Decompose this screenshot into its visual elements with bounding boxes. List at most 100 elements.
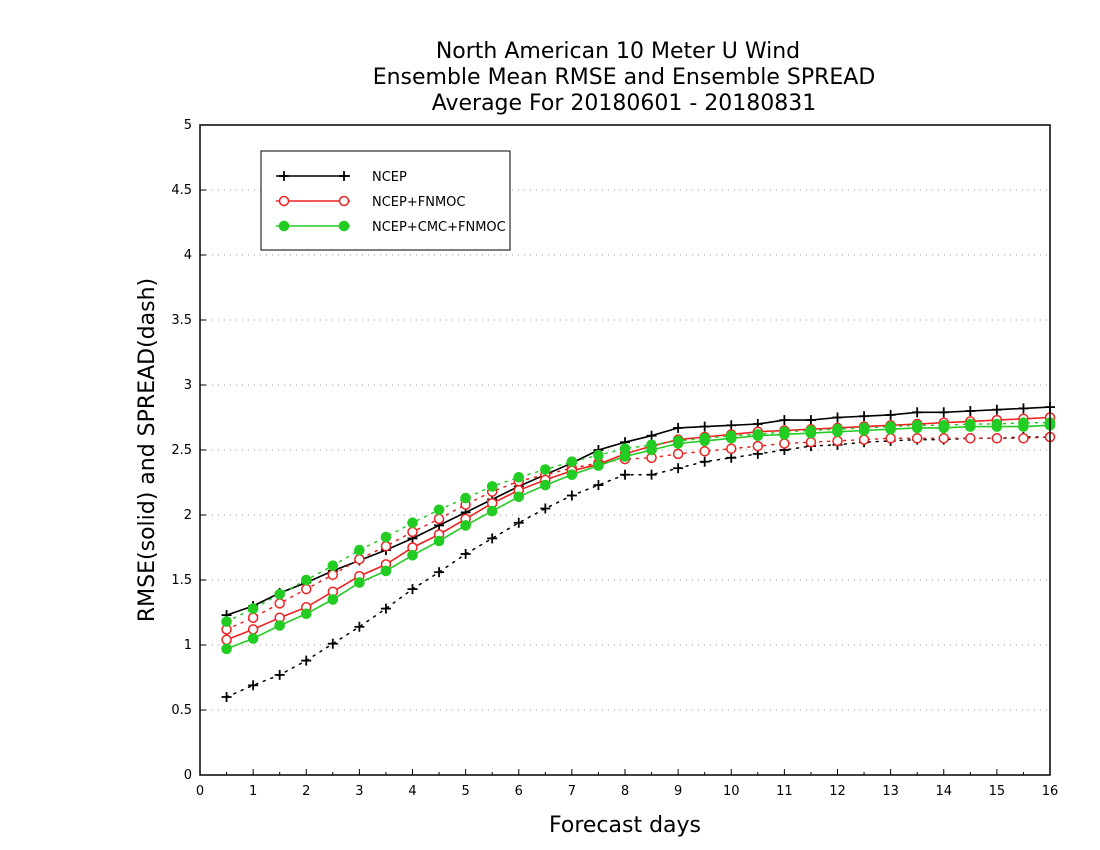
rmse-point (752, 430, 764, 442)
rmse-point (300, 608, 312, 620)
x-tick-label: 2 (302, 784, 310, 799)
spread-point (407, 517, 418, 529)
spread-point (300, 574, 312, 586)
spread-point (646, 469, 657, 480)
x-tick-label: 4 (408, 784, 416, 799)
chart-title-line-3: Average For 20180601 - 20180831 (432, 91, 817, 116)
rmse-point (859, 411, 870, 422)
rmse-point (885, 409, 896, 420)
y-tick-label: 0 (184, 768, 192, 783)
rmse-point (938, 422, 950, 434)
spread-point (433, 513, 445, 525)
rmse-point (726, 420, 737, 431)
spread-point (407, 584, 418, 595)
rmse-point (513, 491, 525, 503)
spread-point (540, 464, 551, 475)
spread-point (380, 540, 392, 552)
spread-point (858, 434, 870, 445)
spread-point (247, 612, 259, 623)
y-tick-label: 4 (184, 248, 192, 263)
y-tick-label: 3.5 (171, 313, 192, 328)
y-tick-label: 2.5 (171, 443, 192, 458)
spread-point (274, 589, 285, 600)
legend-label: NCEP (372, 170, 407, 185)
y-tick-label: 2 (184, 508, 192, 523)
x-tick-label: 5 (461, 784, 469, 799)
rmse-point (673, 422, 684, 433)
rmse-point (779, 415, 790, 426)
x-tick-label: 0 (196, 784, 204, 799)
rmse-line (226, 406, 1051, 616)
spread-point (566, 490, 577, 501)
chart-title-line-2: Ensemble Mean RMSE and Ensemble SPREAD (373, 65, 876, 90)
spread-point (752, 440, 764, 452)
rmse-point (433, 535, 445, 547)
x-tick-label: 6 (515, 784, 523, 799)
spread-point (566, 456, 578, 468)
legend-marker-right (338, 220, 350, 232)
spread-point (620, 469, 630, 480)
rmse-point (354, 577, 365, 588)
y-tick-label: 0.5 (171, 703, 192, 718)
rmse-point (1018, 421, 1029, 432)
spread-point (699, 446, 710, 457)
spread-point (407, 526, 418, 538)
legend-marker-left (279, 171, 289, 181)
spread-point (380, 603, 391, 614)
rmse-point (911, 422, 923, 434)
y-tick-label: 1 (184, 638, 192, 653)
rmse-point (593, 460, 604, 471)
rmse-point (1018, 403, 1029, 414)
rmse-point (566, 469, 578, 481)
y-tick-label: 1.5 (171, 573, 192, 588)
spread-point (327, 638, 338, 649)
spread-point (540, 503, 551, 514)
spread-point (433, 504, 445, 516)
axis-ticks: 00.511.522.533.544.550 1 2 3 4 5 6 7 8 9 10 11 12 13 1… (171, 118, 1058, 799)
x-tick-label: 8 (621, 784, 629, 799)
spread-point (354, 544, 365, 556)
spread-point (434, 567, 445, 578)
spread-point (487, 533, 498, 544)
rmse-point (247, 633, 259, 644)
spread-line (225, 421, 1051, 623)
spread-point (513, 517, 524, 528)
rmse-point (486, 505, 498, 517)
y-tick-label: 3 (184, 378, 192, 393)
spread-point (486, 481, 498, 492)
rmse-point (991, 404, 1002, 415)
legend-label: NCEP+CMC+FNMOC (372, 220, 506, 235)
x-tick-label: 9 (674, 784, 682, 799)
spread-point (779, 438, 790, 449)
rmse-point (274, 620, 285, 631)
spread-point (274, 598, 285, 609)
rmse-point (779, 429, 790, 440)
rmse-point (805, 427, 817, 439)
spread-point (593, 449, 604, 461)
spread-point (938, 433, 949, 444)
rmse-point (725, 433, 737, 444)
rmse-point (380, 565, 392, 577)
rmse-point (407, 550, 418, 561)
spread-point (327, 560, 339, 572)
y-tick-label: 5 (184, 118, 192, 133)
spread-point (354, 621, 365, 632)
spread-point (301, 655, 312, 666)
rmse-point (832, 412, 843, 423)
spread-point (274, 669, 285, 680)
rmse-point (619, 451, 631, 462)
rmse-point (991, 421, 1003, 432)
x-tick-label: 13 (882, 784, 899, 799)
x-tick-label: 1 (249, 784, 257, 799)
x-tick-label: 12 (829, 784, 846, 799)
chart-title-line-1: North American 10 Meter U Wind (436, 39, 800, 64)
spread-point (380, 531, 392, 543)
x-tick-label: 11 (776, 784, 793, 799)
spread-point (247, 603, 259, 614)
rmse-point (540, 479, 551, 491)
plot-area (221, 402, 1056, 702)
legend-entry: NCEP+CMC+FNMOC (276, 220, 506, 235)
spread-point (248, 680, 259, 691)
spread-point (726, 443, 737, 454)
